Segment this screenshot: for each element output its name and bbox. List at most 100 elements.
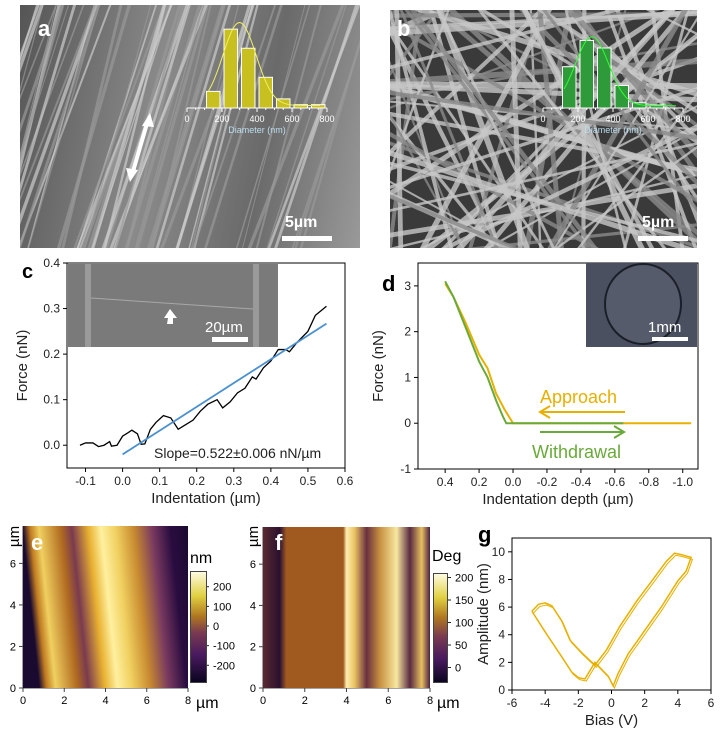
- fiber: [424, 32, 697, 248]
- fiber: [20, 5, 57, 158]
- x-tick-label: -2: [573, 696, 584, 710]
- histogram-bar: [293, 104, 308, 109]
- y-tick-label: 0.3: [43, 302, 60, 316]
- x-tick-label: 2: [641, 696, 648, 710]
- fiber: [566, 10, 697, 202]
- scale-bar-a: [282, 236, 332, 241]
- fiber: [436, 10, 555, 248]
- x-tick-label: 2: [61, 695, 67, 707]
- x-tick-label: -0.1: [75, 474, 96, 488]
- fiber: [20, 5, 44, 93]
- x-tick-label: 0.6: [337, 474, 354, 488]
- y-tick-label: 6: [10, 558, 16, 570]
- histogram-bar: [649, 104, 664, 109]
- colorbar-tick-label: 200: [213, 582, 231, 594]
- withdrawal-arrow-head: [613, 425, 626, 439]
- x-tick-label: -4: [540, 696, 551, 710]
- colorbar-tick-label: -100: [213, 641, 235, 653]
- histogram-bar: [579, 40, 594, 109]
- x-tick-label: 0: [260, 695, 266, 707]
- distribution-fit-curve: [207, 21, 321, 107]
- fiber: [193, 5, 259, 248]
- fiber: [538, 10, 697, 128]
- fiber: [294, 40, 360, 248]
- x-tick-label: 0: [20, 695, 26, 707]
- hist-tick-label: 0: [540, 114, 545, 124]
- fiber: [204, 5, 283, 248]
- colorbar-unit-e: nm: [190, 550, 213, 567]
- colorbar-tick-label: 100: [213, 601, 231, 613]
- fiber: [20, 5, 77, 194]
- x-tick-label: -0.2: [537, 475, 558, 489]
- y-tick-label: 1: [404, 370, 411, 384]
- histogram-bar: [206, 90, 221, 109]
- hist-tick-label: 400: [605, 114, 620, 124]
- fiber: [20, 5, 99, 225]
- sem-image-a: [20, 5, 360, 248]
- fiber: [524, 10, 573, 248]
- butterfly-loop-cycle: [532, 554, 694, 690]
- hist-tick-label: 800: [675, 114, 690, 124]
- fiber: [124, 5, 202, 248]
- fiber: [553, 17, 697, 248]
- x-axis-label: Indentation depth (µm): [482, 491, 633, 508]
- fibers-random: [390, 10, 697, 248]
- colorbar-tick-label: 200: [455, 573, 473, 585]
- afm-height-map-e: [23, 526, 188, 688]
- histogram-bar: [597, 47, 612, 109]
- fiber: [521, 10, 645, 248]
- colorbar-f: [433, 573, 448, 683]
- fiber: [434, 10, 697, 141]
- plot-frame: [417, 262, 699, 470]
- x-tick-label: -6: [507, 696, 518, 710]
- fiber: [536, 10, 697, 114]
- fiber: [73, 5, 165, 248]
- fiber: [390, 10, 697, 30]
- fiber: [577, 92, 697, 248]
- y-unit-e: µm: [6, 525, 24, 548]
- y-tick-label: 0.2: [43, 347, 60, 361]
- fiber: [136, 5, 209, 248]
- fiber: [566, 10, 697, 159]
- colorbar-e: [190, 571, 207, 683]
- y-tick-label: 4: [250, 600, 256, 612]
- histogram-bar: [241, 47, 256, 109]
- fiber: [390, 10, 423, 248]
- scale-bar-b: [638, 236, 688, 241]
- fiber: [390, 142, 697, 212]
- hist-tick-label: 0: [184, 114, 189, 124]
- y-tick-label: 0.0: [43, 438, 60, 452]
- x-tick-label: 0.0: [114, 474, 131, 488]
- plot-frame: [511, 537, 712, 691]
- y-tick-label: 4: [10, 600, 16, 612]
- inset-scale-bar-c: [212, 337, 248, 342]
- y-tick-label: 0: [404, 416, 411, 430]
- hist-tick-label: 800: [319, 114, 334, 124]
- colorbar-tick-label: -200: [213, 660, 235, 672]
- fiber: [574, 10, 697, 178]
- fiber: [390, 10, 623, 70]
- panel-label-b: b: [397, 16, 411, 41]
- inset-scale-bar-d: [652, 337, 688, 341]
- x-tick-label: 0.5: [300, 474, 317, 488]
- fiber: [247, 5, 345, 248]
- fiber: [188, 5, 253, 248]
- arrow-head: [126, 168, 138, 182]
- fiber: [20, 5, 70, 160]
- fiber: [20, 5, 40, 62]
- x-tick-label: 0.4: [437, 475, 454, 489]
- hist-xlabel: Diameter (nm): [584, 125, 642, 135]
- x-axis-label: Indentation (µm): [151, 490, 261, 507]
- inset-fiber: [90, 297, 254, 310]
- y-tick-label: 0.1: [43, 393, 60, 407]
- fiber: [20, 5, 96, 202]
- x-unit-e: µm: [196, 695, 219, 712]
- y-tick-label: 4: [498, 628, 505, 642]
- slope-annotation: Slope=0.522±0.006 nN/µm: [154, 445, 321, 461]
- fiber: [91, 5, 167, 248]
- withdrawal-curve: [444, 280, 624, 425]
- legend-withdrawal: Withdrawal: [532, 442, 621, 462]
- fiber: [134, 5, 205, 248]
- fiber: [477, 10, 667, 248]
